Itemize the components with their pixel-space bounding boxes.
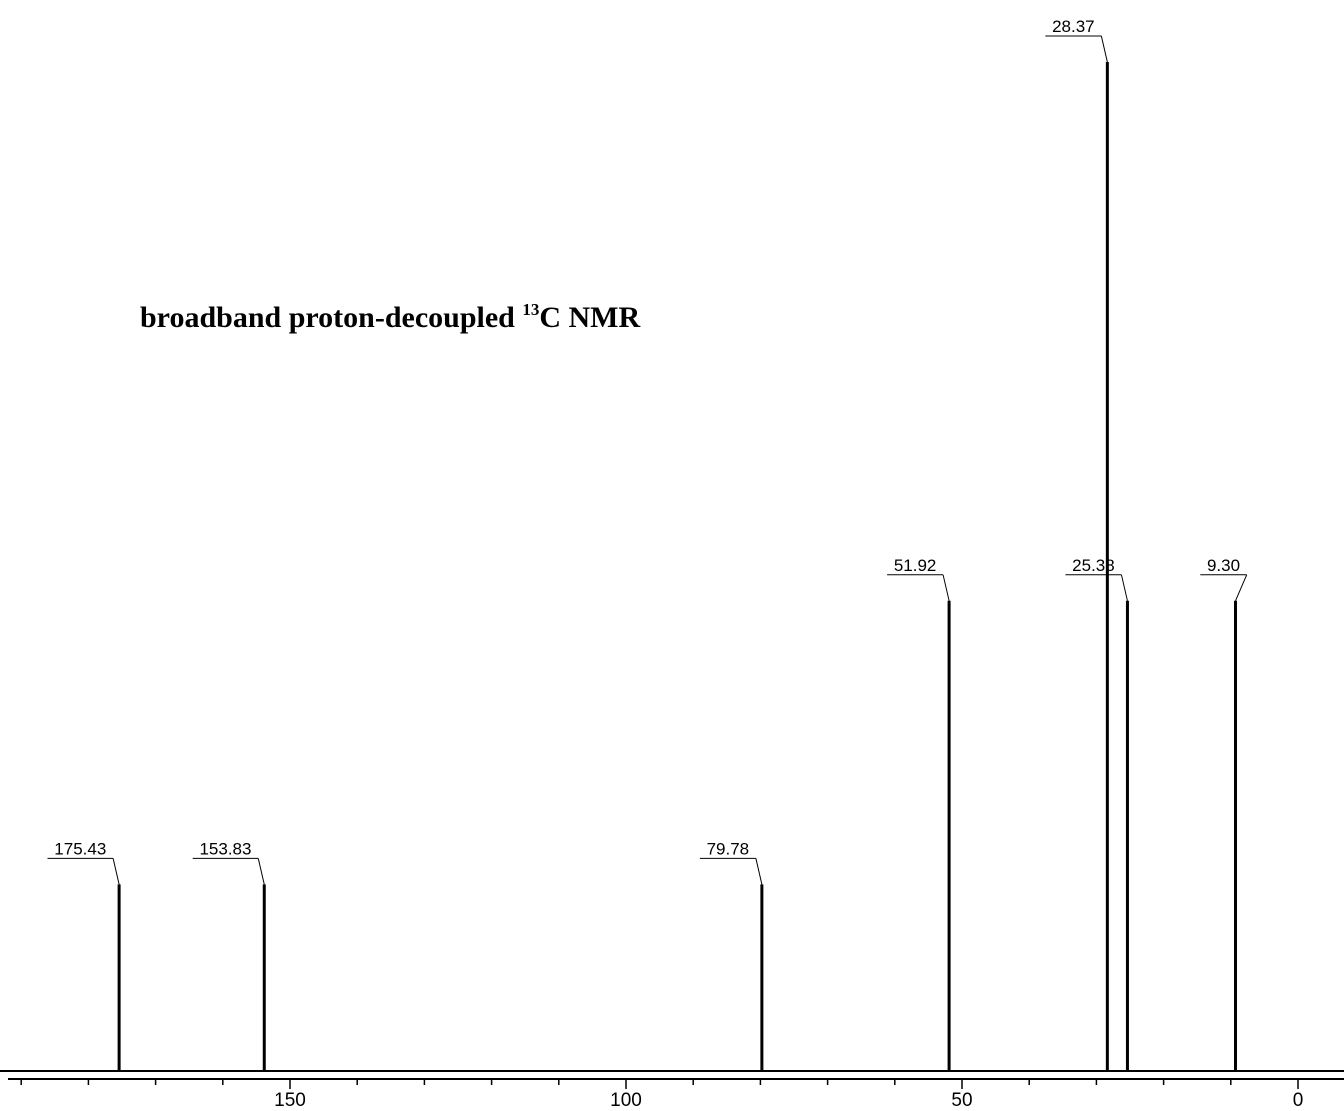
- chart-title-suffix: C NMR: [539, 301, 640, 334]
- chart-title-prefix: broadband proton-decoupled: [140, 301, 522, 334]
- peak-label-leader-79.78: [755, 858, 763, 885]
- spectrum-peaks: [117, 62, 1238, 1071]
- peak-label-leader-28.37: [1100, 35, 1108, 63]
- peak-label-25.38: 25.38: [1072, 556, 1115, 575]
- peak-label-leader-9.30: [1235, 574, 1248, 602]
- peak-label-175.43: 175.43: [54, 839, 106, 858]
- peak-label-79.78: 79.78: [707, 839, 750, 858]
- peak-label-28.37: 28.37: [1052, 17, 1095, 36]
- peak-label-153.83: 153.83: [199, 839, 251, 858]
- peak-label-leader-25.38: [1120, 574, 1128, 601]
- x-axis-tick-labels: 150 100 50 0: [274, 1090, 1303, 1111]
- peak-labels: 175.43 153.83 79.78 51.92 28.37 25.38 9.30: [47, 17, 1248, 885]
- tick-label-0: 0: [1293, 1090, 1304, 1111]
- peak-label-9.30: 9.30: [1207, 556, 1240, 575]
- x-axis-ticks: [20, 1079, 1299, 1089]
- tick-label-150: 150: [274, 1090, 306, 1111]
- peak-label-leader-153.83: [257, 858, 265, 885]
- peak-label-leader-175.43: [112, 858, 120, 885]
- peak-label-51.92: 51.92: [894, 556, 937, 575]
- chart-title-superscript: 13: [522, 300, 539, 319]
- peak-label-leader-51.92: [942, 574, 950, 601]
- tick-label-50: 50: [951, 1090, 972, 1111]
- chart-title: broadband proton-decoupled 13C NMR: [140, 300, 640, 334]
- tick-label-100: 100: [610, 1090, 642, 1111]
